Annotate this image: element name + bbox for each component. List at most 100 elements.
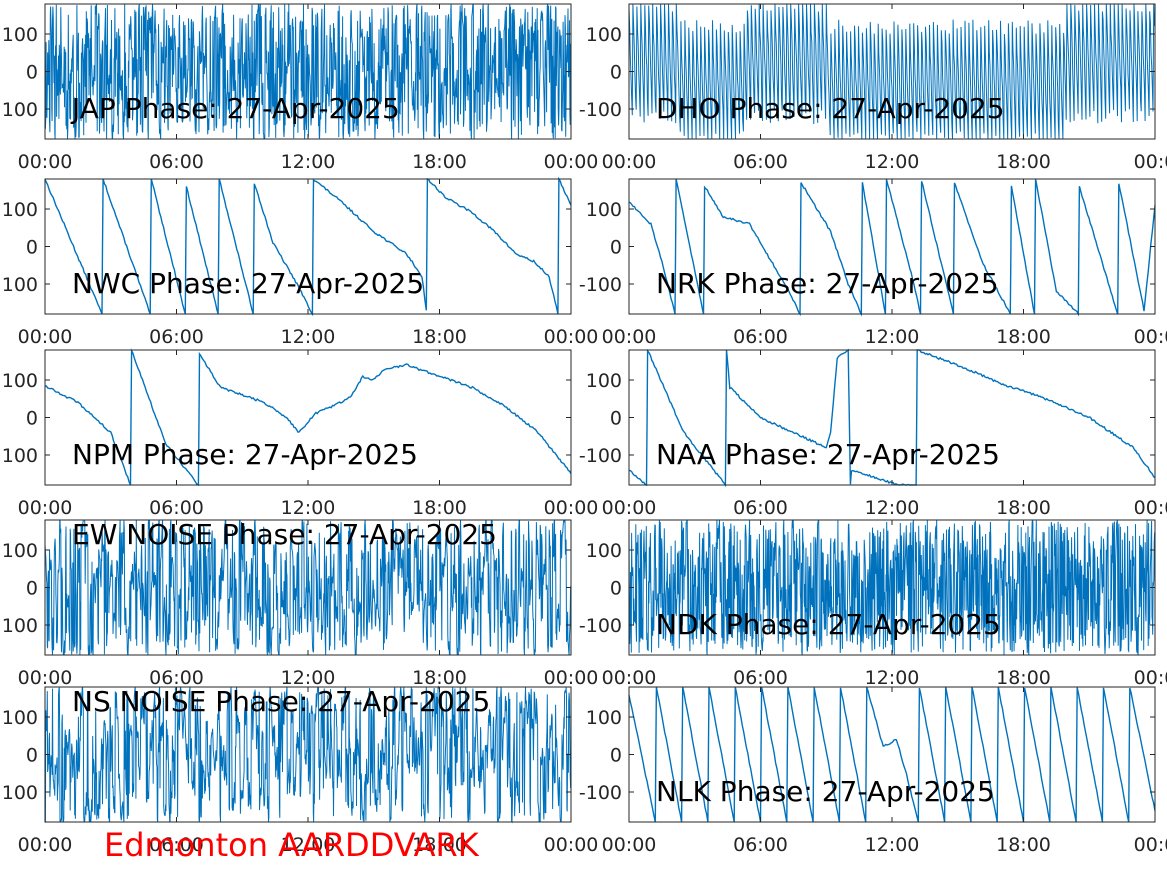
x-tick-label: 18:00 <box>412 834 467 856</box>
y-tick-label: 0 <box>26 745 38 767</box>
x-tick-label: 06:00 <box>149 497 204 519</box>
x-tick-label: 00:00 <box>602 667 657 689</box>
x-tick-label: 18:00 <box>996 151 1051 173</box>
phase-trace <box>628 686 1156 823</box>
subplot-5: 100 0 100 00:00 06:00 12:00 18:00 00:00 NPM Phas… <box>2 348 599 519</box>
plot-title: NDK Phase: 27-Apr-2025 <box>656 608 1001 641</box>
x-tick-label: 00:00 <box>602 326 657 348</box>
phase-trace <box>44 3 572 140</box>
y-tick-label: 100 <box>2 370 38 392</box>
plot-title: DHO Phase: 27-Apr-2025 <box>656 92 1005 125</box>
x-tick-label: 06:00 <box>733 667 788 689</box>
plot-title: NAA Phase: 27-Apr-2025 <box>656 438 1000 471</box>
x-tick-label: 00:0 <box>1134 834 1167 856</box>
x-tick-label: 00:0 <box>1134 667 1167 689</box>
subplot-9: 100 0 100 00:00 06:00 12:00 18:00 00:00 NS NOISE… <box>2 685 599 856</box>
y-tick-label: 100 <box>2 445 38 467</box>
x-tick-label: 00:00 <box>18 834 73 856</box>
x-tick-label: 00:00 <box>18 326 73 348</box>
x-tick-label: 06:00 <box>149 667 204 689</box>
x-tick-label: 12:00 <box>865 497 920 519</box>
x-tick-label: 06:00 <box>149 326 204 348</box>
y-tick-label: 0 <box>26 408 38 430</box>
y-tick-label: -100 <box>579 99 622 121</box>
station-label: Edmonton AARDDVARK <box>104 826 479 864</box>
x-tick-label: 12:00 <box>865 151 920 173</box>
x-tick-label: 00:00 <box>544 151 599 173</box>
y-tick-label: 100 <box>586 707 622 729</box>
subplot-1: 100 0 100 00:00 06:00 12:00 18:00 00:00 JAP Phas… <box>2 3 599 173</box>
x-tick-label: 12:00 <box>865 834 920 856</box>
x-tick-label: 18:00 <box>996 834 1051 856</box>
x-tick-label: 18:00 <box>412 667 467 689</box>
x-tick-label: 00:00 <box>602 497 657 519</box>
subplot-8: 100 0 -100 00:00 06:00 12:00 18:00 00:0 NDK Phas… <box>579 519 1167 689</box>
y-tick-label: -100 <box>579 274 622 296</box>
x-tick-label: 18:00 <box>996 326 1051 348</box>
subplot-4: 100 0 -100 00:00 06:00 12:00 18:00 00:0 NRK Phas… <box>579 178 1167 348</box>
subplot-7: 100 0 100 00:00 06:00 12:00 18:00 00:00 EW NOISE… <box>2 518 599 689</box>
phase-trace <box>628 519 1156 656</box>
y-tick-label: 100 <box>2 615 38 637</box>
phase-trace <box>628 178 1156 317</box>
y-tick-label: -100 <box>579 782 622 804</box>
plot-title: JAP Phase: 27-Apr-2025 <box>70 92 400 125</box>
x-tick-label: 12:00 <box>281 834 336 856</box>
x-tick-label: 12:00 <box>865 326 920 348</box>
x-tick-label: 18:00 <box>412 151 467 173</box>
plot-title: NRK Phase: 27-Apr-2025 <box>656 267 999 300</box>
y-tick-label: 100 <box>2 782 38 804</box>
x-tick-label: 06:00 <box>733 151 788 173</box>
phase-trace <box>44 176 572 317</box>
phase-trace <box>44 685 572 824</box>
x-tick-label: 00:0 <box>1134 326 1167 348</box>
x-tick-label: 12:00 <box>865 667 920 689</box>
x-tick-label: 18:00 <box>996 497 1051 519</box>
x-tick-label: 00:00 <box>602 151 657 173</box>
plot-title: NLK Phase: 27-Apr-2025 <box>656 775 995 808</box>
y-tick-label: 100 <box>586 24 622 46</box>
x-tick-label: 12:00 <box>281 667 336 689</box>
y-tick-label: 0 <box>26 62 38 84</box>
x-tick-label: 00:00 <box>602 834 657 856</box>
x-tick-label: 00:0 <box>1134 151 1167 173</box>
x-tick-label: 00:00 <box>544 497 599 519</box>
x-tick-label: 06:00 <box>149 834 204 856</box>
x-tick-label: 12:00 <box>281 151 336 173</box>
x-tick-label: 00:00 <box>544 667 599 689</box>
x-tick-label: 00:0 <box>1134 497 1167 519</box>
y-tick-label: 100 <box>2 274 38 296</box>
y-tick-label: 100 <box>2 24 38 46</box>
y-tick-label: 0 <box>610 408 622 430</box>
y-tick-label: 0 <box>610 62 622 84</box>
x-tick-label: 06:00 <box>733 326 788 348</box>
subplot-6: 100 0 -100 00:00 06:00 12:00 18:00 00:0 NAA Phas… <box>579 348 1167 519</box>
y-tick-label: -100 <box>579 445 622 467</box>
subplot-2: 100 0 -100 00:00 06:00 12:00 18:00 00:0 DHO Phas… <box>579 3 1167 173</box>
x-tick-label: 18:00 <box>412 326 467 348</box>
x-tick-label: 06:00 <box>733 834 788 856</box>
x-tick-label: 00:00 <box>18 497 73 519</box>
y-tick-label: 0 <box>610 578 622 600</box>
y-tick-label: 100 <box>2 540 38 562</box>
y-tick-label: 100 <box>586 370 622 392</box>
x-tick-label: 12:00 <box>281 497 336 519</box>
x-tick-label: 06:00 <box>149 151 204 173</box>
y-tick-label: 100 <box>2 199 38 221</box>
x-tick-label: 00:00 <box>544 326 599 348</box>
y-tick-label: 0 <box>610 237 622 259</box>
x-tick-label: 00:00 <box>18 667 73 689</box>
y-tick-label: 100 <box>2 99 38 121</box>
subplot-10: 100 0 -100 00:00 06:00 12:00 18:00 00:0 NLK Phas… <box>579 686 1167 856</box>
y-tick-label: 100 <box>2 707 38 729</box>
x-tick-label: 00:00 <box>18 151 73 173</box>
plot-title: NWC Phase: 27-Apr-2025 <box>72 267 424 300</box>
y-tick-label: 100 <box>586 199 622 221</box>
plot-title: EW NOISE Phase: 27-Apr-2025 <box>72 518 497 551</box>
x-tick-label: 18:00 <box>412 497 467 519</box>
y-tick-label: 0 <box>26 578 38 600</box>
x-tick-label: 06:00 <box>733 497 788 519</box>
phase-trace <box>44 348 572 487</box>
y-tick-label: 100 <box>586 540 622 562</box>
